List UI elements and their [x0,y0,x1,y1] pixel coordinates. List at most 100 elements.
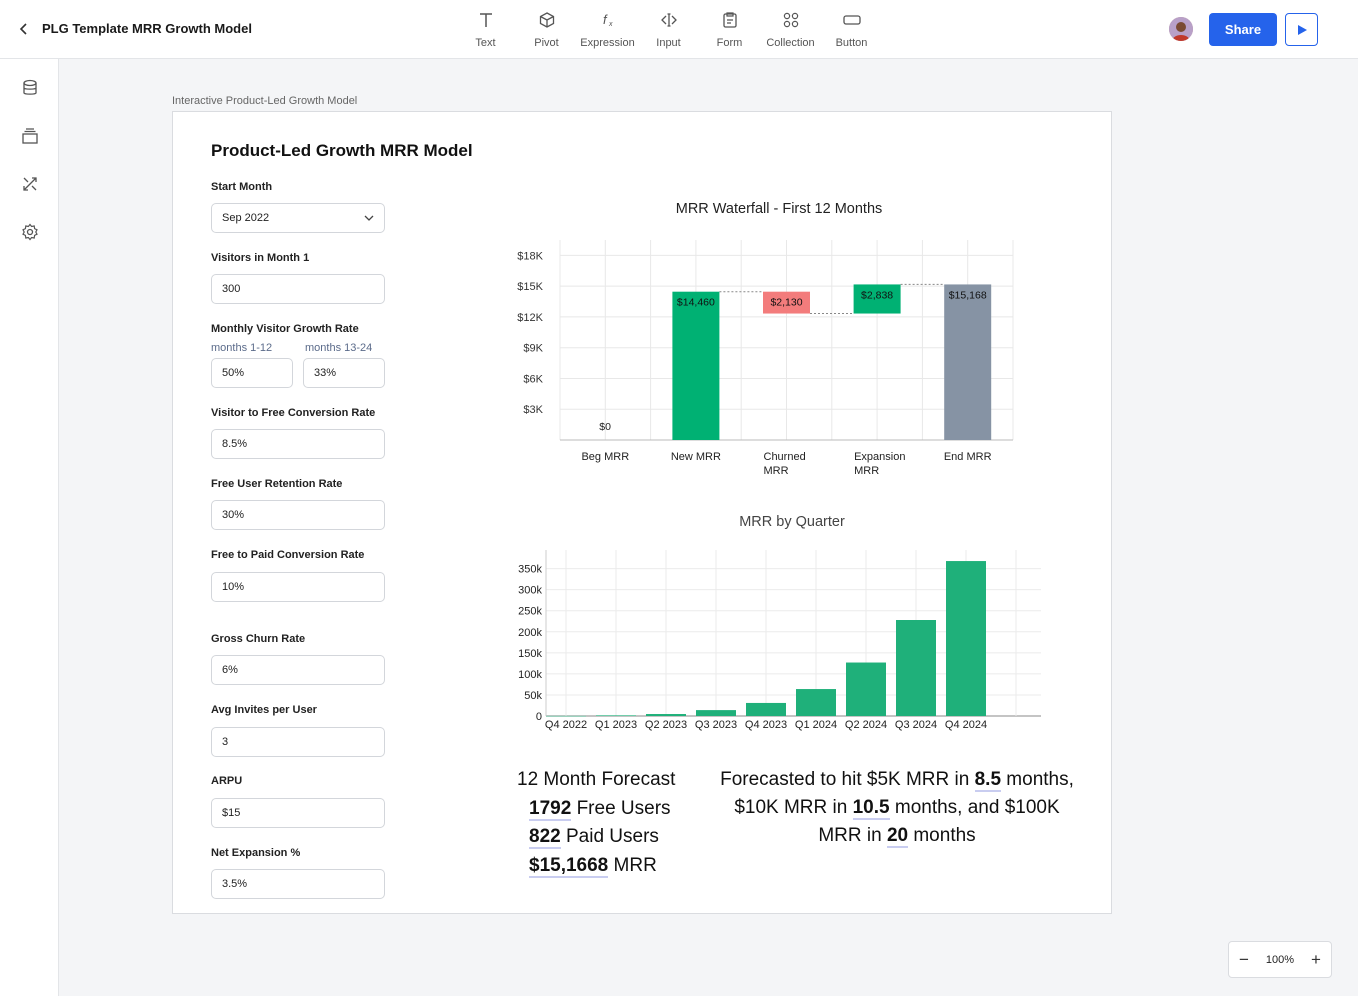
play-icon [1297,24,1307,35]
start-month-value: Sep 2022 [222,212,270,224]
y-tick-label: 0 [536,711,542,723]
x-tick-label: Expansion MRR [854,451,905,477]
v2f-label: Visitor to Free Conversion Rate [211,407,376,419]
paid-users-value: 822 [529,826,561,850]
svg-text:f: f [603,12,608,27]
back-button[interactable] [14,18,34,40]
avatar[interactable] [1169,17,1193,41]
free-users-value: 1792 [529,797,572,821]
preview-button[interactable] [1285,13,1318,46]
zoom-control: − 100% + [1228,941,1332,978]
x-tick-label: Q3 2024 [895,719,937,731]
tool-label: Text [475,37,496,49]
milestone-text-3: months, and $100K MRR in [818,797,1060,846]
tool-label: Input [656,37,681,49]
invites-label: Avg Invites per User [211,704,317,716]
arpu-label: ARPU [211,775,243,787]
quarter-bar [746,702,786,716]
y-tick-label: 250k [518,606,542,618]
f2p-input[interactable]: 10% [211,572,385,602]
visitors-label: Visitors in Month 1 [211,252,310,264]
milestone-summary: Forecasted to hit $5K MRR in 8.5 months,… [713,766,1081,850]
model-title: Product-Led Growth MRR Model [211,141,473,160]
mrr-waterfall-chart: MRR Waterfall - First 12 Months $3K $6K $9K… [517,201,1014,477]
data-label: $2,838 [861,289,893,301]
growth-rate-input-2[interactable]: 33% [303,358,385,388]
database-icon [23,79,37,95]
quarter-bar [546,715,586,717]
v2f-input[interactable]: 8.5% [211,429,385,459]
share-button[interactable]: Share [1209,13,1277,46]
milestone-text-2: months, $10K MRR in [734,769,1074,818]
frame-label: Interactive Product-Led Growth Model [172,95,358,107]
growth-sub-label-1: months 1-12 [211,342,273,354]
retention-input[interactable]: 30% [211,500,385,530]
data-label: $0 [599,421,611,433]
milestone-text-4: months [913,825,976,846]
text-icon [479,13,492,27]
button-icon [842,15,861,25]
tool-label: Form [716,37,743,49]
tool-text[interactable]: Text [455,8,516,49]
x-tick-label: Q1 2023 [595,719,637,731]
sidebar-item-design[interactable] [19,173,41,195]
waterfall-bar [672,291,720,440]
y-tick-label: $12K [517,312,543,324]
user-avatar-icon [1169,17,1193,41]
milestone-10k-months: 10.5 [852,797,890,820]
tool-label: Collection [766,37,815,49]
arpu-input[interactable]: $15 [211,798,385,828]
zoom-in-button[interactable]: + [1311,950,1321,969]
paid-users-label: Paid Users [565,826,659,848]
tool-input[interactable]: Input [638,8,699,49]
sidebar-item-data[interactable] [19,77,41,99]
chart-title: MRR Waterfall - First 12 Months [676,201,883,217]
y-tick-label: 150k [518,648,542,660]
waterfall-bar [763,291,810,314]
forecast-summary: 12 Month Forecast 1792 Free Users 822 Pa… [517,766,717,881]
growth-rate-label: Monthly Visitor Growth Rate [211,323,359,335]
quarter-bar [846,662,886,716]
zoom-out-button[interactable]: − [1239,950,1249,969]
tool-button[interactable]: Button [821,8,882,49]
pivot-icon [539,12,554,28]
growth-rate-input-1[interactable]: 50% [211,358,293,388]
left-sidebar [0,59,59,996]
y-tick-label: $9K [523,343,543,355]
x-tick-label: Q4 2022 [545,719,587,731]
retention-label: Free User Retention Rate [211,478,343,490]
x-tick-label: Q2 2024 [845,719,887,731]
chevron-down-icon [364,215,374,221]
y-tick-label: 100k [518,669,542,681]
chart-title: MRR by Quarter [739,514,845,530]
y-tick-label: 300k [518,585,542,597]
tool-pivot[interactable]: Pivot [516,8,577,49]
zoom-level: 100% [1265,953,1295,966]
x-tick-label: Q3 2023 [695,719,737,731]
app-title: PLG Template MRR Growth Model [42,21,252,36]
expansion-input[interactable]: 3.5% [211,869,385,899]
chevron-left-icon [19,23,27,35]
start-month-select[interactable]: Sep 2022 [211,203,385,233]
y-tick-label: 350k [518,564,542,576]
milestone-100k-months: 20 [886,825,909,848]
tool-collection[interactable]: Collection [760,8,821,49]
tool-form[interactable]: Form [699,8,760,49]
sidebar-item-layers[interactable] [19,125,41,147]
quarter-bar [696,710,736,716]
sidebar-item-settings[interactable] [19,221,41,243]
layers-icon [22,128,38,144]
y-tick-label: $6K [523,373,543,385]
input-icon [660,13,677,27]
invites-input[interactable]: 3 [211,727,385,757]
y-tick-label: 200k [518,627,542,639]
x-tick-label: Q1 2024 [795,719,837,731]
tool-label: Pivot [534,37,559,49]
visitors-input[interactable]: 300 [211,274,385,304]
svg-text:x: x [608,21,613,28]
design-icon [23,177,37,191]
data-label: $2,130 [770,297,802,309]
churn-input[interactable]: 6% [211,655,385,685]
